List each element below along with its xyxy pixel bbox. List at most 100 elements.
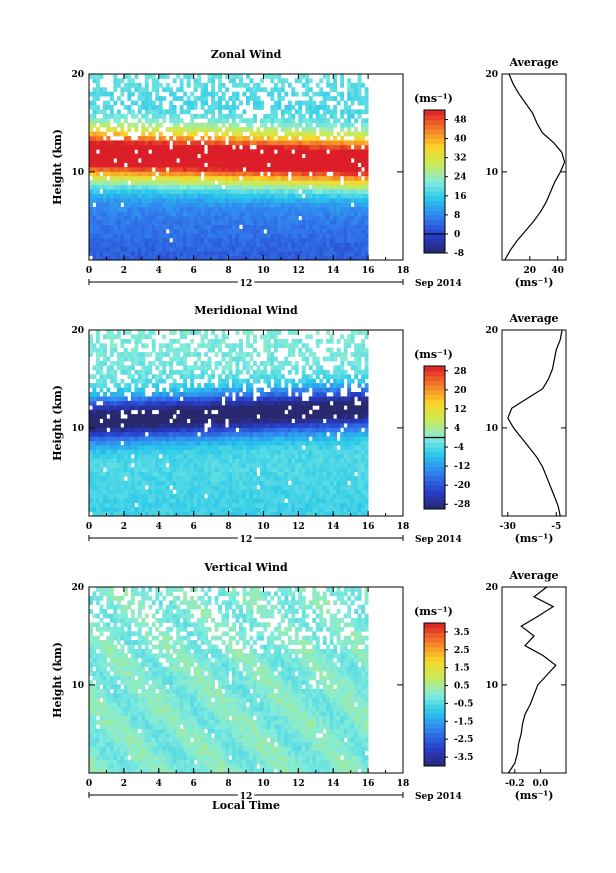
heatmap-cell (158, 493, 163, 499)
heatmap-cell (246, 480, 250, 486)
colorbar-band (424, 248, 445, 254)
heatmap-cell (347, 87, 352, 93)
heatmap-cell (99, 251, 104, 256)
heatmap-cell (197, 180, 202, 186)
heatmap-cell (308, 233, 313, 239)
heatmap-cell (190, 423, 195, 428)
heatmap-cell (116, 211, 121, 217)
heatmap-cell (333, 255, 338, 261)
heatmap-cell (89, 445, 93, 450)
heatmap-cell (137, 153, 142, 159)
heatmap-cell (169, 489, 174, 495)
heatmap-cell (319, 224, 324, 230)
heatmap-cell (260, 215, 264, 221)
heatmap-cell (232, 498, 236, 504)
heatmap-cell (186, 498, 191, 504)
heatmap-cell (155, 82, 160, 88)
heatmap-cell (333, 184, 338, 190)
heatmap-cell (179, 454, 184, 459)
heatmap-cell (176, 387, 181, 393)
heatmap-cell (253, 153, 257, 159)
heatmap-cell (155, 392, 160, 397)
heatmap-cell (260, 480, 264, 486)
heatmap-cell (141, 369, 146, 375)
heatmap-cell (116, 471, 121, 477)
heatmap-cell (312, 184, 317, 190)
heatmap-cell (239, 100, 243, 106)
heatmap-cell (232, 480, 236, 486)
heatmap-cell (298, 74, 303, 79)
heatmap-cell (277, 233, 282, 239)
heatmap-cell (246, 167, 250, 172)
heatmap-cell (190, 127, 195, 132)
heatmap-cell (190, 440, 195, 446)
heatmap-cell (179, 153, 184, 159)
heatmap-cell (315, 251, 320, 256)
heatmap-cell (214, 405, 219, 411)
heatmap-cell (172, 113, 177, 119)
heatmap-cell (99, 255, 104, 261)
heatmap-cell (204, 511, 208, 517)
heatmap-cell (256, 229, 261, 234)
heatmap-cell (361, 118, 365, 124)
heatmap-cell (96, 423, 100, 428)
heatmap-cell (148, 180, 153, 186)
heatmap-cell (256, 237, 261, 243)
heatmap-cell (176, 96, 181, 101)
heatmap-cell (200, 365, 205, 371)
heatmap-cell (263, 431, 268, 437)
heatmap-cell (235, 396, 240, 402)
heatmap-cell (218, 162, 222, 168)
heatmap-cell (172, 233, 177, 239)
heatmap-cell (239, 206, 243, 212)
heatmap-cell (151, 237, 156, 243)
heatmap-cell (109, 127, 114, 132)
heatmap-cell (270, 96, 275, 101)
heatmap-cell (190, 246, 195, 252)
heatmap-cell (109, 454, 114, 459)
heatmap-cell (242, 440, 247, 446)
heatmap-cell (228, 493, 233, 499)
heatmap-cell (176, 242, 181, 248)
heatmap-cell (109, 436, 114, 442)
heatmap-cell (305, 122, 310, 128)
heatmap-cell (176, 255, 181, 261)
heatmap-cell (186, 387, 191, 393)
heatmap-cell (214, 229, 219, 234)
heatmap-cell (361, 246, 365, 252)
heatmap-cell (336, 215, 341, 221)
heatmap-cell (172, 352, 177, 357)
heatmap-cell (364, 158, 369, 163)
heatmap-cell (127, 400, 132, 406)
heatmap-cell (211, 184, 215, 190)
heatmap-cell (347, 233, 352, 239)
heatmap-cell (266, 454, 271, 459)
heatmap-cell (176, 458, 181, 464)
heatmap-cell (329, 198, 334, 203)
heatmap-cell (183, 202, 188, 208)
heatmap-cell (197, 396, 202, 402)
heatmap-cell (172, 189, 177, 194)
heatmap-cell (350, 206, 355, 212)
x-tick-label: 2 (121, 266, 127, 276)
heatmap-cell (204, 109, 208, 115)
heatmap-cell (228, 405, 233, 411)
heatmap-cell (249, 193, 254, 199)
heatmap-cell (179, 392, 184, 397)
heatmap-cell (308, 175, 313, 181)
heatmap-cell (228, 246, 233, 252)
heatmap-cell (162, 233, 167, 239)
heatmap-cell (266, 449, 271, 455)
heatmap-cell (193, 458, 198, 464)
heatmap-cell (284, 233, 289, 239)
heatmap-cell (357, 184, 362, 190)
heatmap-cell (109, 462, 114, 468)
heatmap-cell (151, 458, 156, 464)
heatmap-cell (162, 202, 167, 208)
heatmap-cell (305, 246, 310, 252)
heatmap-cell (228, 445, 233, 450)
heatmap-cell (204, 485, 208, 490)
heatmap-cell (200, 211, 205, 217)
heatmap-cell (266, 383, 271, 388)
heatmap-cell (249, 167, 254, 172)
